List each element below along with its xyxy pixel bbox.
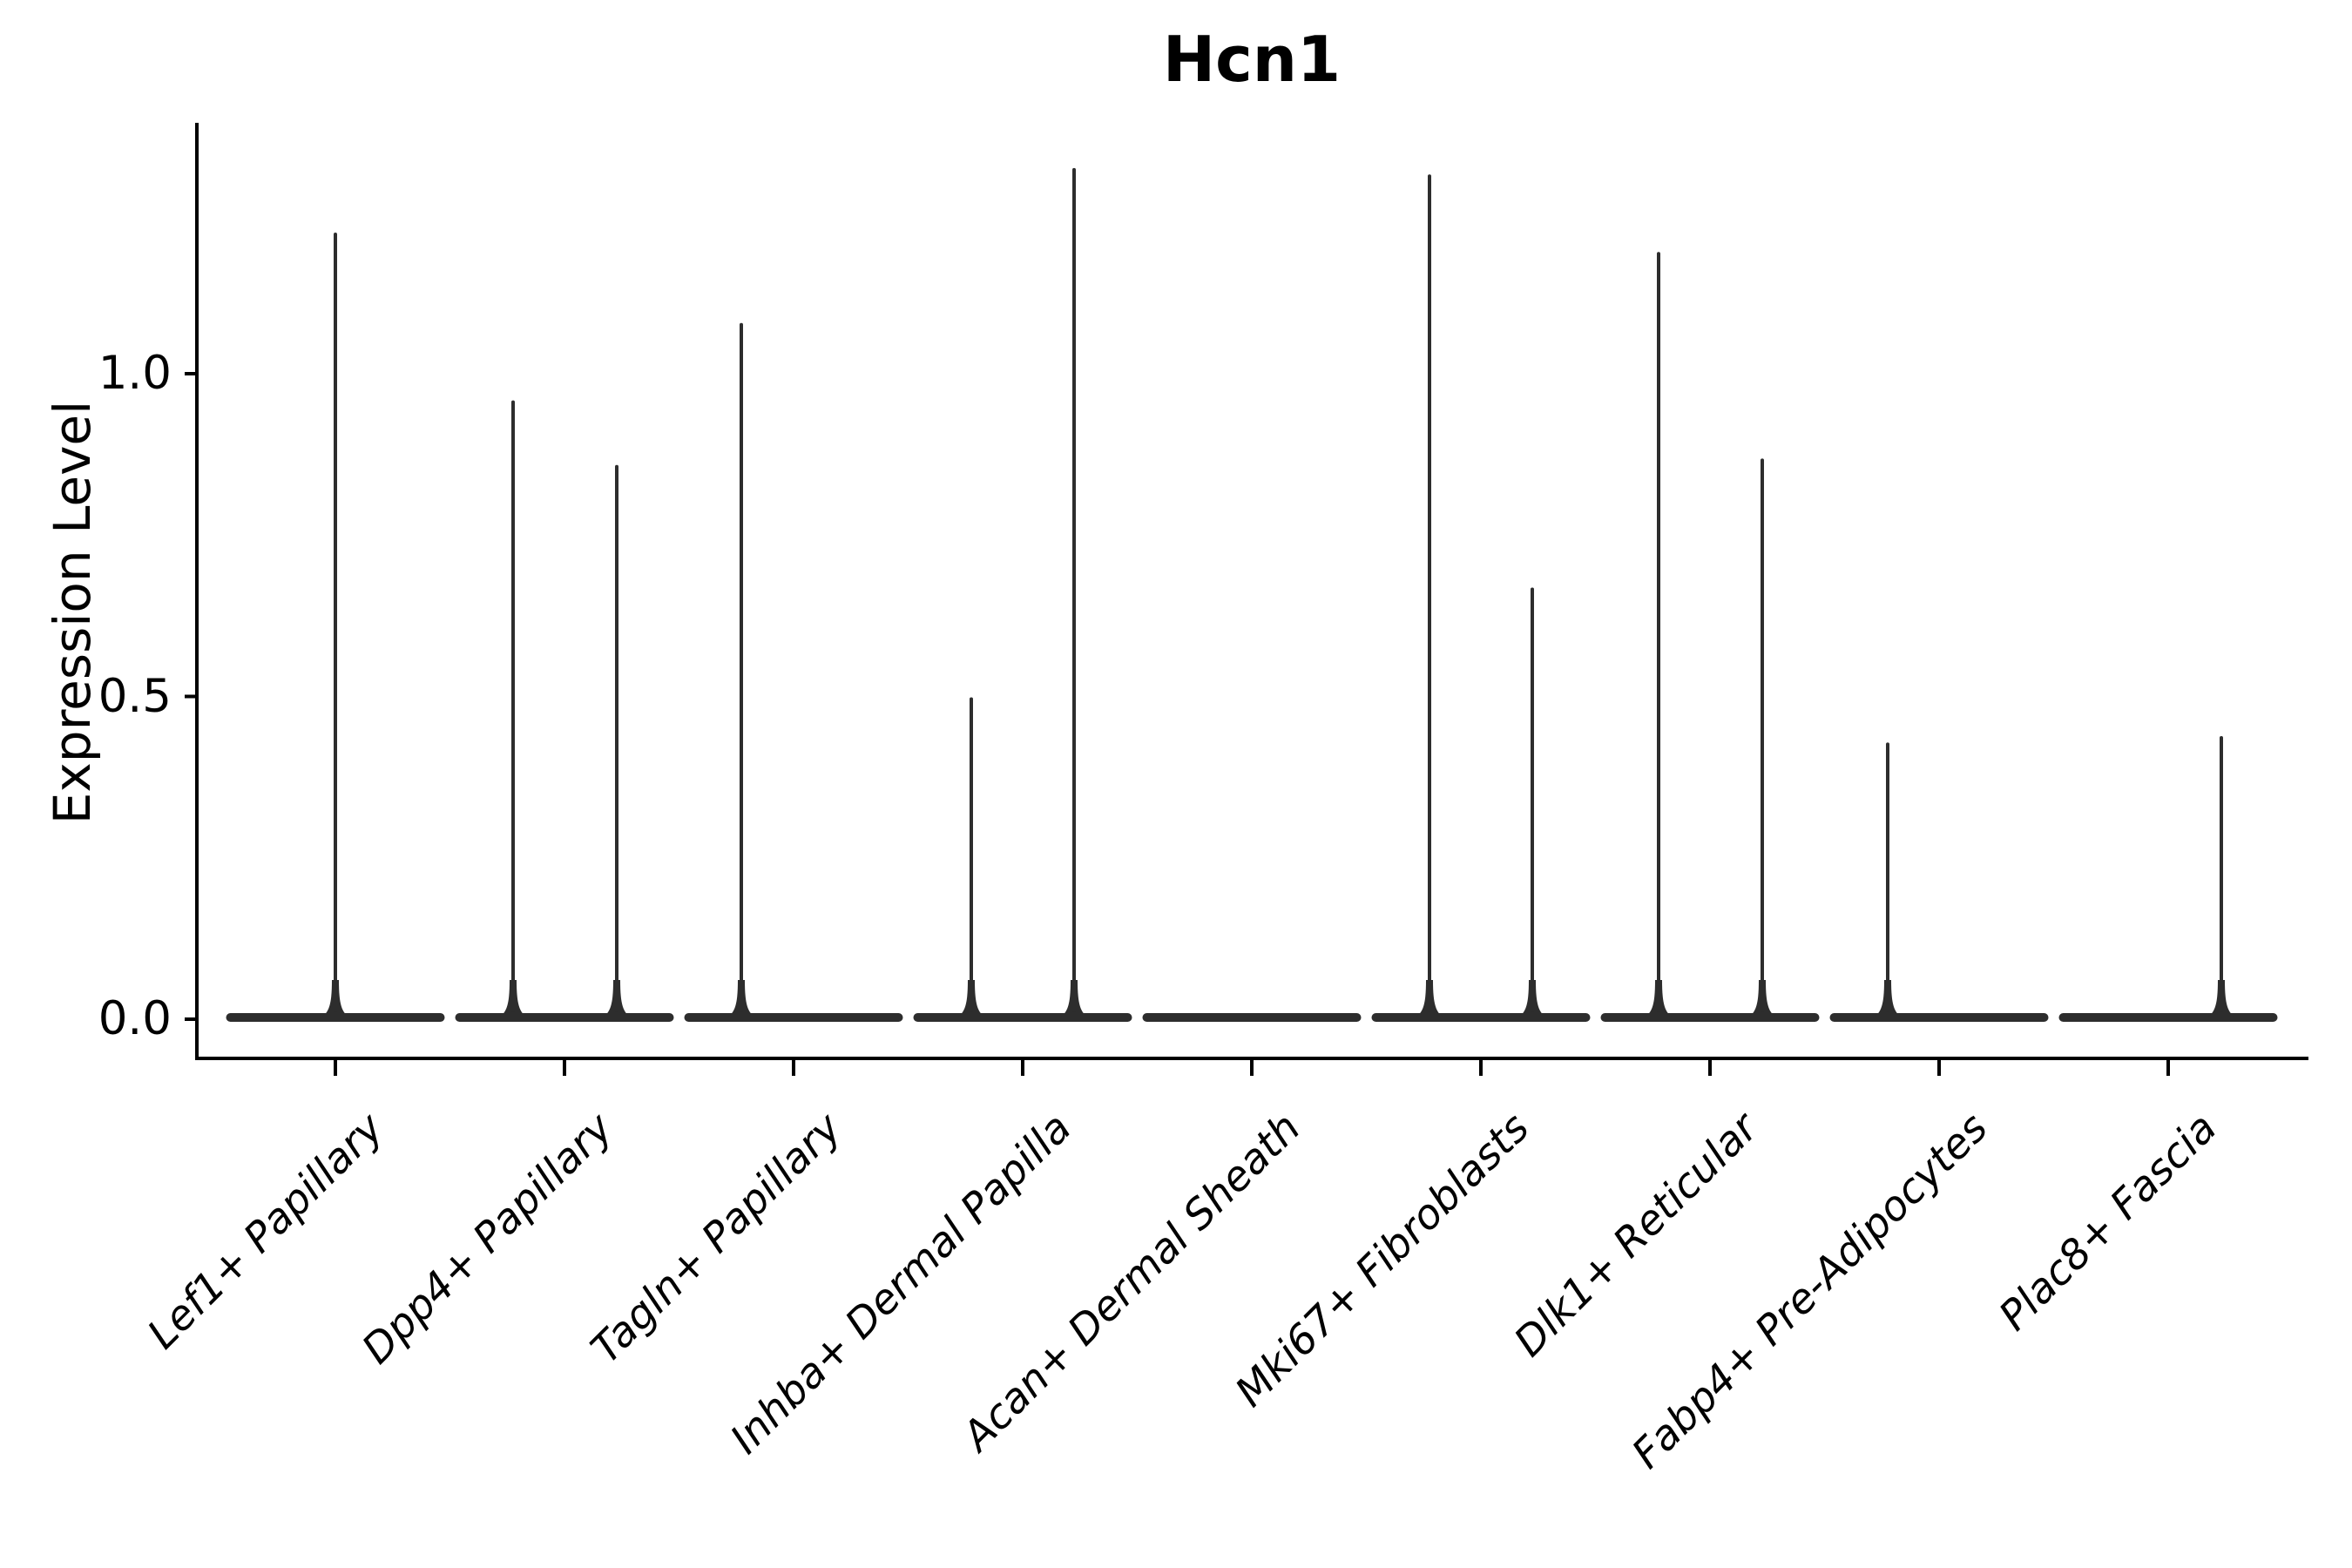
y-tick-label: 1.0	[98, 347, 172, 400]
y-tick-label: 0.0	[98, 992, 172, 1045]
plot-title: Hcn1	[1162, 23, 1342, 96]
y-tick-label: 0.5	[98, 669, 172, 723]
